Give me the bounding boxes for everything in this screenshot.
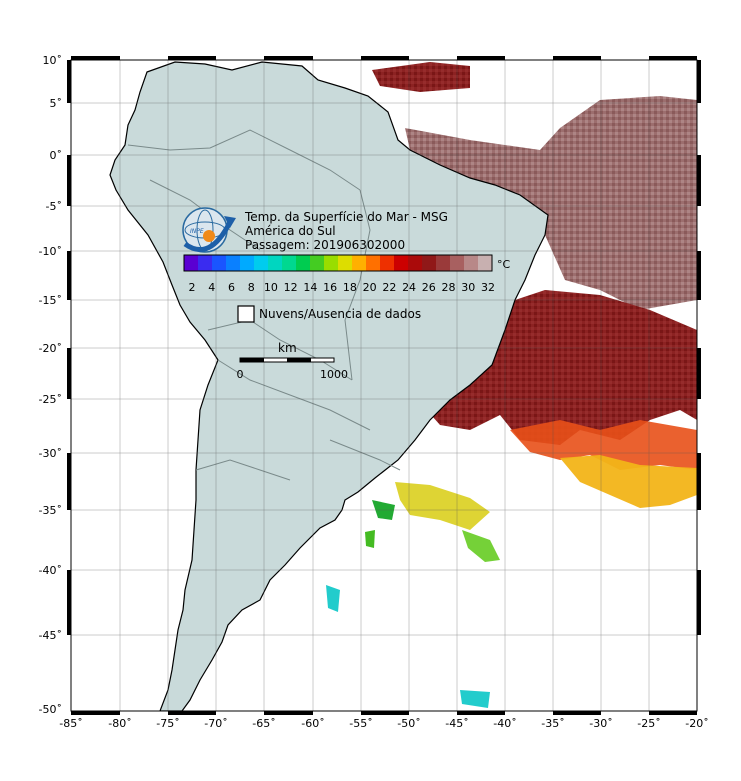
legend: INPE Temp. da Superfície do Mar - MSG Am… xyxy=(182,207,511,381)
scale-start: 0 xyxy=(237,368,244,381)
lat-label: -25˚ xyxy=(39,393,62,406)
sst-patch-green-3 xyxy=(462,530,500,562)
lat-label: -50˚ xyxy=(39,703,62,716)
lon-label: -75˚ xyxy=(156,717,179,730)
colorbar-unit: °C xyxy=(497,258,511,271)
colorbar-tick-label: 24 xyxy=(402,281,416,294)
lat-label: -20˚ xyxy=(39,342,62,355)
colorbar-tick-label: 26 xyxy=(422,281,436,294)
colorbar-segment xyxy=(184,255,199,271)
colorbar-tick-label: 20 xyxy=(363,281,377,294)
colorbar-segment xyxy=(436,255,451,271)
scale-unit: km xyxy=(278,341,297,355)
colorbar-segment xyxy=(226,255,241,271)
colorbar-segment xyxy=(422,255,437,271)
cloud-legend-label: Nuvens/Ausencia de dados xyxy=(259,307,421,321)
colorbar-tick-label: 30 xyxy=(461,281,475,294)
colorbar-segment xyxy=(366,255,381,271)
colorbar-tick-label: 6 xyxy=(228,281,235,294)
colorbar-tick-label: 16 xyxy=(323,281,337,294)
colorbar-tick-label: 32 xyxy=(481,281,495,294)
lon-label: -55˚ xyxy=(349,717,372,730)
lat-label: -45˚ xyxy=(39,629,62,642)
scale-bar: km 0 1000 xyxy=(237,341,349,381)
lat-label: -10˚ xyxy=(39,245,62,258)
lon-label: -50˚ xyxy=(397,717,420,730)
lon-label: -30˚ xyxy=(589,717,612,730)
colorbar-segment xyxy=(296,255,311,271)
sst-patch-south-yellow xyxy=(395,482,490,530)
colorbar-segment xyxy=(310,255,325,271)
colorbar-segment xyxy=(324,255,339,271)
lat-label: -15˚ xyxy=(39,294,62,307)
colorbar-tick-label: 10 xyxy=(264,281,278,294)
sst-patch-cyan-1 xyxy=(326,585,340,612)
legend-title: Temp. da Superfície do Mar - MSG xyxy=(244,210,448,224)
lon-label: -35˚ xyxy=(541,717,564,730)
colorbar-segment xyxy=(240,255,255,271)
sst-patch-cyan-2 xyxy=(460,690,490,708)
colorbar-segment xyxy=(338,255,353,271)
lon-label: -70˚ xyxy=(204,717,227,730)
logo-text: INPE xyxy=(190,228,204,235)
colorbar-segment xyxy=(268,255,283,271)
colorbar-ticks: 2 4 6 8 10 12 14 16 18 20 22 24 26 28 30 32 xyxy=(189,281,496,294)
sst-patch-green-2 xyxy=(365,530,375,548)
lon-label: -65˚ xyxy=(252,717,275,730)
colorbar-tick-label: 14 xyxy=(303,281,317,294)
colorbar-tick-label: 4 xyxy=(208,281,215,294)
colorbar-segment xyxy=(380,255,395,271)
legend-region: América do Sul xyxy=(245,224,336,238)
longitude-labels: -85˚ -80˚ -75˚ -70˚ -65˚ -60˚ -55˚ -50˚ … xyxy=(59,717,708,730)
colorbar-segment xyxy=(478,255,493,271)
inpe-logo: INPE xyxy=(182,207,236,253)
colorbar-segment xyxy=(408,255,423,271)
scale-end: 1000 xyxy=(320,368,348,381)
lat-label: 0˚ xyxy=(50,149,63,162)
colorbar-tick-label: 2 xyxy=(189,281,196,294)
colorbar-segment xyxy=(212,255,227,271)
colorbar-segment xyxy=(394,255,409,271)
lon-label: -40˚ xyxy=(493,717,516,730)
lon-label: -60˚ xyxy=(301,717,324,730)
cloud-swatch xyxy=(237,305,255,323)
colorbar-segment xyxy=(464,255,479,271)
lon-label: -45˚ xyxy=(445,717,468,730)
lon-label: -85˚ xyxy=(59,717,82,730)
sst-patch-yellow xyxy=(560,455,697,508)
lon-label: -25˚ xyxy=(637,717,660,730)
colorbar-segment xyxy=(254,255,269,271)
sst-data-layer xyxy=(326,62,697,708)
lat-label: -40˚ xyxy=(39,564,62,577)
lat-label: -30˚ xyxy=(39,447,62,460)
sst-patch-orange xyxy=(510,420,697,470)
colorbar-segment xyxy=(352,255,367,271)
sst-patch-brazil-current xyxy=(425,290,697,445)
colorbar-tick-label: 28 xyxy=(442,281,456,294)
lat-label: 10˚ xyxy=(43,54,63,67)
colorbar-segment xyxy=(282,255,297,271)
colorbar-tick-label: 22 xyxy=(382,281,396,294)
legend-pass: Passagem: 201906302000 xyxy=(245,238,405,252)
colorbar-segment xyxy=(450,255,465,271)
lat-label: -5˚ xyxy=(46,200,62,213)
lat-label: -35˚ xyxy=(39,504,62,517)
graticule xyxy=(71,60,697,711)
colorbar-segment xyxy=(198,255,213,271)
colorbar-tick-label: 18 xyxy=(343,281,357,294)
lat-label: 5˚ xyxy=(50,97,63,110)
colorbar xyxy=(184,255,493,271)
colorbar-border xyxy=(183,254,493,272)
sst-patch-equatorial xyxy=(405,96,697,310)
lon-label: -20˚ xyxy=(685,717,708,730)
lon-label: -80˚ xyxy=(108,717,131,730)
colorbar-tick-label: 8 xyxy=(248,281,255,294)
map-frame xyxy=(67,56,701,715)
sst-patch-north-atlantic xyxy=(372,62,470,92)
colorbar-tick-label: 12 xyxy=(284,281,298,294)
latitude-labels: 10˚ 5˚ 0˚ -5˚ -10˚ -15˚ -20˚ -25˚ -30˚ -… xyxy=(39,54,62,716)
